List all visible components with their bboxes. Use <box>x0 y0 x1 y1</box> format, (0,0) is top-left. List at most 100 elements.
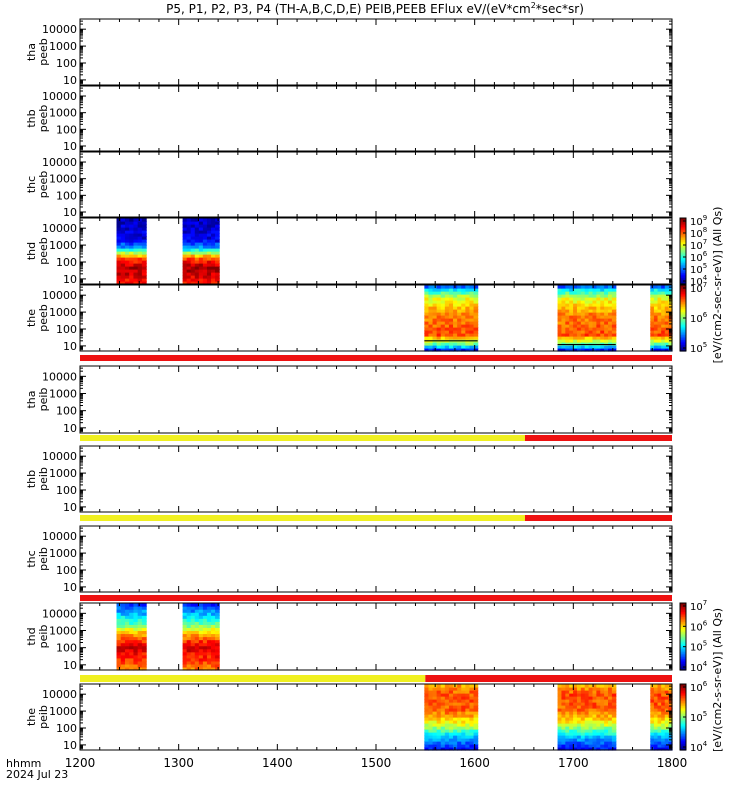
spectrogram-cell <box>565 348 570 352</box>
spectrogram-cell <box>557 318 563 322</box>
spectrogram-cell <box>661 708 666 712</box>
spectrogram-cell <box>120 269 126 273</box>
spectrogram-cell <box>129 654 135 659</box>
spectrogram-cell <box>440 306 446 310</box>
spectrogram-cell <box>473 327 479 331</box>
spectrogram-cell <box>124 609 130 613</box>
spectrogram-cell <box>194 633 200 638</box>
colorbar-cell <box>680 313 686 316</box>
spectrogram-cell <box>661 717 666 721</box>
spectrogram-cell <box>215 660 220 665</box>
colorbar-cell <box>680 717 686 720</box>
spectrogram-cell <box>432 693 438 697</box>
spectrogram-cell <box>194 254 200 258</box>
spectrogram-cell <box>206 663 212 668</box>
spectrogram-cell <box>569 324 574 328</box>
spectrogram-cell <box>133 272 139 276</box>
spectrogram-cell <box>461 684 466 688</box>
spectrogram-cell <box>141 254 147 258</box>
spectrogram-cell <box>432 300 438 304</box>
spectrogram-cell <box>116 636 122 641</box>
spectrogram-cell <box>141 266 147 270</box>
spectrogram-cell <box>584 312 590 316</box>
spectrogram-cell <box>432 726 438 730</box>
spectrogram-cell <box>124 636 130 641</box>
spectrogram-cell <box>137 269 143 273</box>
spectrogram-cell <box>137 630 143 635</box>
spectrogram-cell <box>668 705 673 709</box>
spectrogram-cell <box>461 693 466 697</box>
colorbar-cell <box>680 658 686 661</box>
spectrogram-cell <box>584 294 590 298</box>
spectrogram-cell <box>436 345 442 349</box>
colorbar-cell <box>680 239 686 242</box>
tick-base: 10 <box>690 284 703 295</box>
spectrogram-cell <box>608 741 613 745</box>
spectrogram-cell <box>198 224 204 228</box>
spectrogram-cell <box>557 306 563 310</box>
spectrogram-cell <box>120 606 126 610</box>
spectrogram-cell <box>584 333 590 337</box>
spectrogram-cell <box>440 300 446 304</box>
colorbar-cell <box>680 743 686 746</box>
spectrogram-cell <box>661 693 666 697</box>
spectrogram-cell <box>608 348 613 352</box>
spectrogram-cell <box>424 345 430 349</box>
spectrogram-cell <box>596 303 601 307</box>
spectrogram-cell <box>661 747 666 751</box>
spectrogram-cell <box>565 288 570 292</box>
panel-background <box>80 152 672 217</box>
spectrogram-cell <box>194 618 200 622</box>
spectrogram-cell <box>432 687 438 691</box>
spectrogram-cell <box>664 717 669 721</box>
spectrogram-cell <box>576 300 582 304</box>
spectrogram-cell <box>424 324 430 328</box>
spectrogram-cell <box>124 233 130 237</box>
spectrogram-cell <box>557 324 563 328</box>
spectrogram-cell <box>584 699 590 703</box>
spectrogram-cell <box>608 690 613 694</box>
spectrogram-cell <box>444 741 450 745</box>
spectrogram-cell <box>604 327 609 331</box>
spectrogram-cell <box>664 699 669 703</box>
spectrogram-cell <box>198 648 204 653</box>
spectrogram-cell <box>650 339 655 343</box>
spectrogram-cell <box>576 684 582 688</box>
spectrogram-cell <box>444 315 450 319</box>
spectrogram-cell <box>657 345 662 349</box>
spectrogram-cell <box>650 687 655 691</box>
spectrogram-cell <box>120 633 126 638</box>
spectrogram-cell <box>461 348 466 352</box>
spectrogram-cell <box>588 330 594 334</box>
spectrogram-cell <box>465 699 471 703</box>
spectrogram-cell <box>448 741 454 745</box>
colorbar-cell <box>680 260 686 264</box>
spectrogram-cell <box>457 348 462 352</box>
spectrogram-cell <box>557 729 563 733</box>
spectrogram-cell <box>120 227 126 231</box>
spectrogram-cell <box>580 696 586 700</box>
spectrogram-cell <box>194 224 200 228</box>
spectrogram-cell <box>588 303 594 307</box>
panel-product-label: peeb <box>37 105 50 133</box>
spectrogram-cell <box>202 648 208 653</box>
colorbar-tick-label: 109 <box>690 214 707 228</box>
spectrogram-cell <box>657 324 662 328</box>
spectrogram-cell <box>186 275 192 279</box>
colorbar-cell <box>680 236 686 239</box>
spectrogram-cell <box>661 336 666 340</box>
spectrogram-cell <box>661 294 666 298</box>
tick-exponent: 4 <box>703 660 708 668</box>
spectrogram-cell <box>569 336 574 340</box>
colorbar-cell <box>680 341 686 344</box>
spectrogram-cell <box>573 693 578 697</box>
spectrogram-cell <box>668 309 673 313</box>
spectrogram-cell <box>215 266 220 270</box>
colorbar-tick-label: 105 <box>690 262 707 276</box>
spectrogram-cell <box>198 609 204 613</box>
colorbar-tick-label: 108 <box>690 226 707 240</box>
spectrogram-cell <box>211 272 216 276</box>
spectrogram-cell <box>580 288 586 292</box>
spectrogram-cell <box>561 300 566 304</box>
spectrogram-cell <box>611 708 617 712</box>
